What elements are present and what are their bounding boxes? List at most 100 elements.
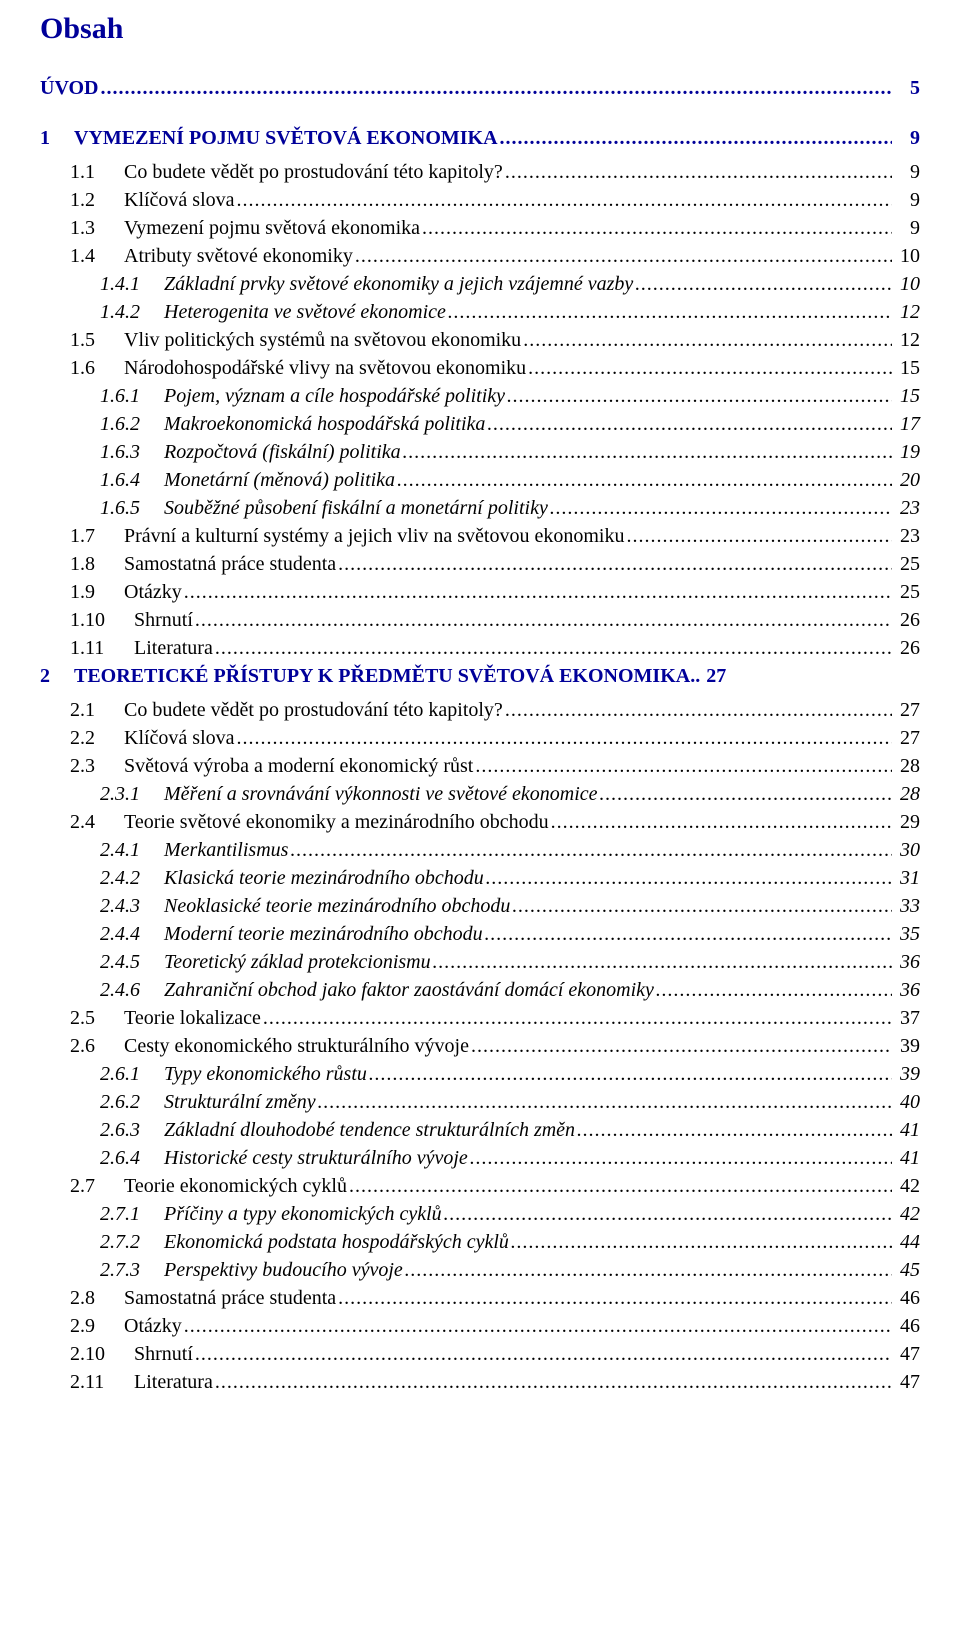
toc-entry: 1.4Atributy světové ekonomiky10 (70, 242, 920, 270)
toc-entry-number: 1.6.4 (100, 466, 164, 494)
toc-entry-number: 1.4 (70, 242, 124, 270)
toc-entry: 1.11Literatura26 (70, 634, 920, 662)
toc-entry-text: 2.11Literatura (70, 1368, 213, 1396)
toc-entry-text: 2.6.2Strukturální změny (100, 1088, 316, 1116)
toc-entry-label: Pojem, význam a cíle hospodářské politik… (164, 385, 505, 407)
toc-entry-leader (470, 1144, 892, 1172)
toc-entry-page: 5 (894, 74, 920, 102)
toc-entry-label: Souběžné působení fiskální a monetární p… (164, 497, 548, 519)
toc-entry-page: 46 (894, 1312, 920, 1340)
toc-entry: 2.6.1Typy ekonomického růstu39 (100, 1060, 920, 1088)
toc-entry-label: Klíčová slova (124, 189, 235, 211)
toc-entry-number: 2.4.6 (100, 976, 164, 1004)
toc-entry: 1.9Otázky25 (70, 578, 920, 606)
toc-entry: 1.10Shrnutí26 (70, 606, 920, 634)
toc-entry: 1.1Co budete vědět po prostudování této … (70, 158, 920, 186)
toc-entry-page: 29 (894, 808, 920, 836)
toc-entry-page: 40 (894, 1088, 920, 1116)
toc-entry: 2.6.3Základní dlouhodobé tendence strukt… (100, 1116, 920, 1144)
toc-entry-number: 1.6.5 (100, 494, 164, 522)
toc-entry-label: Teorie světové ekonomiky a mezinárodního… (124, 811, 549, 833)
toc-entry: 2.7.3Perspektivy budoucího vývoje 45 (100, 1256, 920, 1284)
toc-entry-text: 1.2Klíčová slova (70, 186, 235, 214)
toc-entry-label: ÚVOD (40, 77, 99, 99)
toc-entry-number: 1.4.1 (100, 270, 164, 298)
toc-entry-page: 25 (894, 578, 920, 606)
toc-title: Obsah (40, 12, 920, 46)
toc-entry-leader (397, 466, 892, 494)
toc-entry-text: 1.1Co budete vědět po prostudování této … (70, 158, 503, 186)
toc-entry-label: Rozpočtová (fiskální) politika (164, 441, 401, 463)
toc-entry: 1.6.2Makroekonomická hospodářská politik… (100, 410, 920, 438)
toc-entry: 1.6.1Pojem, význam a cíle hospodářské po… (100, 382, 920, 410)
toc-entry: 1.6.3Rozpočtová (fiskální) politika19 (100, 438, 920, 466)
toc-entry-leader (263, 1004, 892, 1032)
toc-entry-page: 28 (894, 752, 920, 780)
toc-entry-label: Teorie ekonomických cyklů (124, 1175, 347, 1197)
toc-entry-text: ÚVOD (40, 74, 99, 102)
toc-entry-label: Teorie lokalizace (124, 1007, 261, 1029)
toc-entry-label: TEORETICKÉ PŘÍSTUPY K PŘEDMĚTU SVĚTOVÁ E… (74, 665, 700, 687)
toc-entry-leader (626, 522, 892, 550)
toc-entry-page: 45 (894, 1256, 920, 1284)
toc-entry-page: 47 (894, 1340, 920, 1368)
toc-entry-page: 10 (894, 270, 920, 298)
toc-entry-page: 46 (894, 1284, 920, 1312)
toc-entry: 2.7.1Příčiny a typy ekonomických cyklů42 (100, 1200, 920, 1228)
toc-entry-number: 2.6 (70, 1032, 124, 1060)
toc-entry-page: 42 (894, 1200, 920, 1228)
toc-entry-label: Co budete vědět po prostudování této kap… (124, 161, 503, 183)
toc-entry-leader (485, 920, 892, 948)
toc-entry-leader (475, 752, 892, 780)
toc-entry-text: 2.9Otázky (70, 1312, 182, 1340)
toc-entry-page: 39 (894, 1060, 920, 1088)
toc-entry-page: 41 (894, 1144, 920, 1172)
toc-entry-text: 2.4.1Merkantilismus (100, 836, 288, 864)
toc-entry-label: Neoklasické teorie mezinárodního obchodu (164, 895, 510, 917)
toc-entry-label: Moderní teorie mezinárodního obchodu (164, 923, 483, 945)
spacer (40, 102, 920, 124)
toc-entry-text: 1.3Vymezení pojmu světová ekonomika (70, 214, 420, 242)
toc-list: ÚVOD51VYMEZENÍ POJMU SVĚTOVÁ EKONOMIKA91… (40, 74, 920, 1396)
toc-entry-label: VYMEZENÍ POJMU SVĚTOVÁ EKONOMIKA (74, 127, 498, 149)
toc-entry: 2.4.5Teoretický základ protekcionismu36 (100, 948, 920, 976)
toc-entry: 2.2Klíčová slova27 (70, 724, 920, 752)
toc-entry-number: 2.3.1 (100, 780, 164, 808)
toc-entry-number: 1.2 (70, 186, 124, 214)
toc-entry: 2.4.2Klasická teorie mezinárodního obcho… (100, 864, 920, 892)
toc-entry-number: 2.4.3 (100, 892, 164, 920)
toc-entry-number: 1.8 (70, 550, 124, 578)
toc-entry-label: Světová výroba a moderní ekonomický růst (124, 755, 473, 777)
document-page: Obsah ÚVOD51VYMEZENÍ POJMU SVĚTOVÁ EKONO… (0, 0, 960, 1426)
toc-entry-label: Vymezení pojmu světová ekonomika (124, 217, 420, 239)
toc-entry-label: Historické cesty strukturálního vývoje (164, 1147, 468, 1169)
toc-entry-label: Právní a kulturní systémy a jejich vliv … (124, 525, 624, 547)
toc-entry-number: 2.7.2 (100, 1228, 164, 1256)
toc-entry-text: 1.4.2Heterogenita ve světové ekonomice (100, 298, 446, 326)
toc-entry-leader (290, 836, 892, 864)
toc-entry-page: 39 (894, 1032, 920, 1060)
toc-entry-number: 2.11 (70, 1368, 134, 1396)
toc-entry-page: 26 (894, 606, 920, 634)
toc-entry: 2.4.4Moderní teorie mezinárodního obchod… (100, 920, 920, 948)
toc-entry-text: 1.8Samostatná práce studenta (70, 550, 336, 578)
toc-entry-page: 28 (894, 780, 920, 808)
toc-entry-leader (215, 634, 892, 662)
toc-entry-leader (215, 1368, 892, 1396)
toc-entry: 1.4.2Heterogenita ve světové ekonomice12 (100, 298, 920, 326)
toc-entry-label: Shrnutí (134, 609, 193, 631)
toc-entry-number: 2.3 (70, 752, 124, 780)
toc-entry-number: 1.6 (70, 354, 124, 382)
toc-entry-leader (433, 948, 892, 976)
toc-entry: 1.5Vliv politických systémů na světovou … (70, 326, 920, 354)
toc-entry-text: 2.7.3Perspektivy budoucího vývoje (100, 1256, 403, 1284)
toc-entry-label: Perspektivy budoucího vývoje (164, 1259, 403, 1281)
toc-entry-label: Otázky (124, 581, 182, 603)
toc-entry-label: Makroekonomická hospodářská politika (164, 413, 485, 435)
toc-entry-page: 15 (894, 382, 920, 410)
toc-entry-text: 2.4.4Moderní teorie mezinárodního obchod… (100, 920, 483, 948)
toc-entry: 1.3Vymezení pojmu světová ekonomika9 (70, 214, 920, 242)
toc-entry-label: Klasická teorie mezinárodního obchodu (164, 867, 484, 889)
toc-entry-page: 15 (894, 354, 920, 382)
toc-entry-page: 9 (894, 124, 920, 152)
